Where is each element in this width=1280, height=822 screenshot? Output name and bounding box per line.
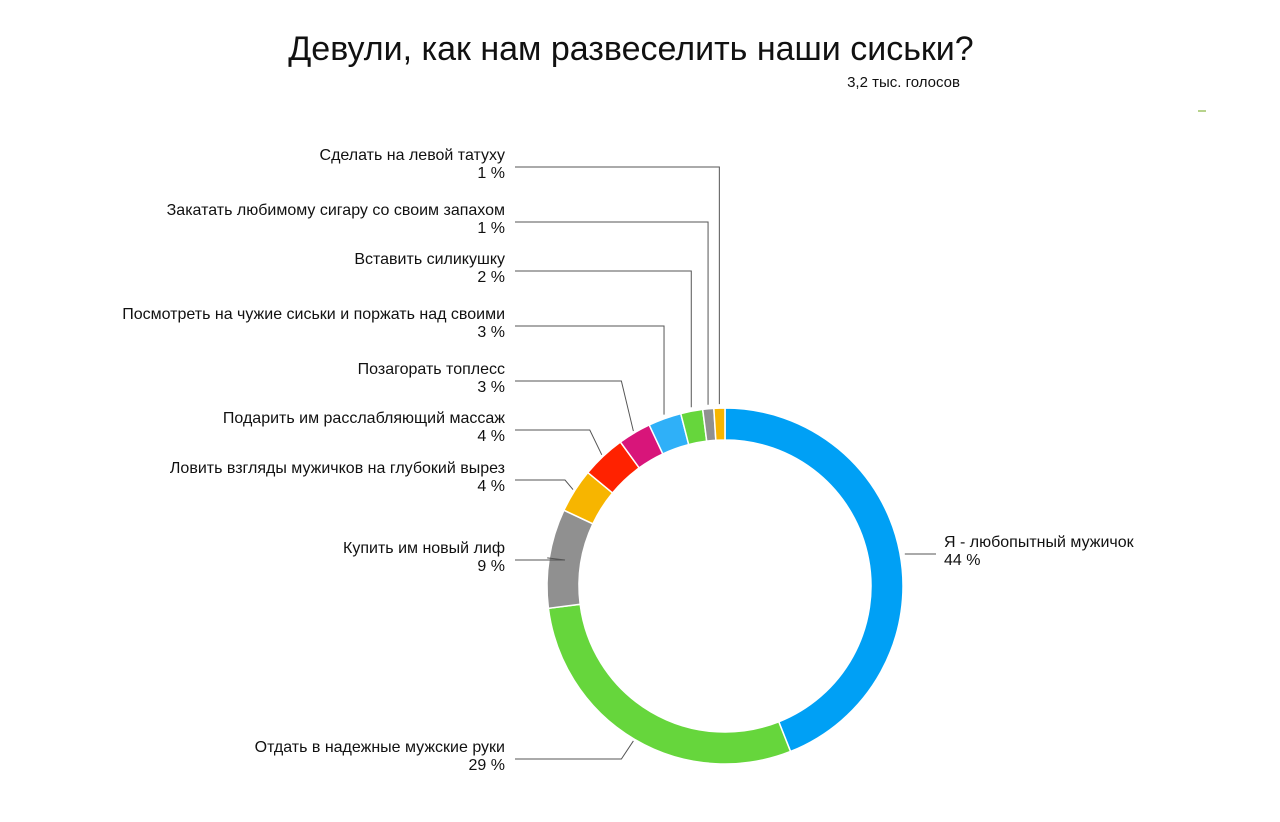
slice-label-5: Подарить им расслабляющий массаж: [223, 410, 505, 427]
slice-label-7: Посмотреть на чужие сиськи и поржать над…: [122, 306, 505, 323]
slice-value-5: 4 %: [477, 428, 505, 445]
slice-label-3: Купить им новый лиф: [343, 540, 505, 557]
slice-value-8: 2 %: [477, 269, 505, 286]
slice-label-10: Сделать на левой татуху: [320, 147, 505, 164]
accent-mark: [1198, 110, 1206, 112]
donut-slices: [546, 407, 904, 765]
leader-line-7: [515, 325, 665, 415]
leader-line-4: [515, 479, 574, 490]
slice-value-6: 3 %: [477, 379, 505, 396]
slice-value-3: 9 %: [477, 558, 505, 575]
slice-10: [713, 407, 726, 442]
leader-line-6: [515, 380, 634, 432]
leader-line-9: [515, 221, 709, 405]
slice-value-7: 3 %: [477, 324, 505, 341]
slice-value-2: 29 %: [469, 757, 505, 774]
slice-label-9: Закатать любимому сигару со своим запахо…: [167, 202, 505, 219]
slice-label-1: Я - любопытный мужичок: [944, 534, 1135, 551]
leader-line-3: [515, 557, 566, 561]
slice-value-4: 4 %: [477, 478, 505, 495]
leader-line-8: [515, 270, 692, 408]
vote-count: 3,2 тыс. голосов: [847, 74, 960, 91]
slice-value-1: 44 %: [944, 552, 980, 569]
leader-line-10: [515, 166, 720, 405]
leader-line-2: [515, 740, 634, 760]
slice-label-2: Отдать в надежные мужские руки: [255, 739, 505, 756]
leader-line-5: [515, 429, 603, 456]
leader-lines: [515, 166, 936, 760]
slice-1: [724, 407, 904, 753]
slice-value-10: 1 %: [477, 165, 505, 182]
slice-value-9: 1 %: [477, 220, 505, 237]
slice-label-4: Ловить взгляды мужичков на глубокий выре…: [170, 460, 505, 477]
slice-label-8: Вставить силикушку: [354, 251, 505, 268]
slice-label-6: Позагорать топлесс: [358, 361, 505, 378]
slice-3: [546, 509, 594, 610]
chart-title: Девули, как нам развеселить наши сиськи?: [288, 30, 973, 68]
slice-2: [547, 603, 792, 765]
